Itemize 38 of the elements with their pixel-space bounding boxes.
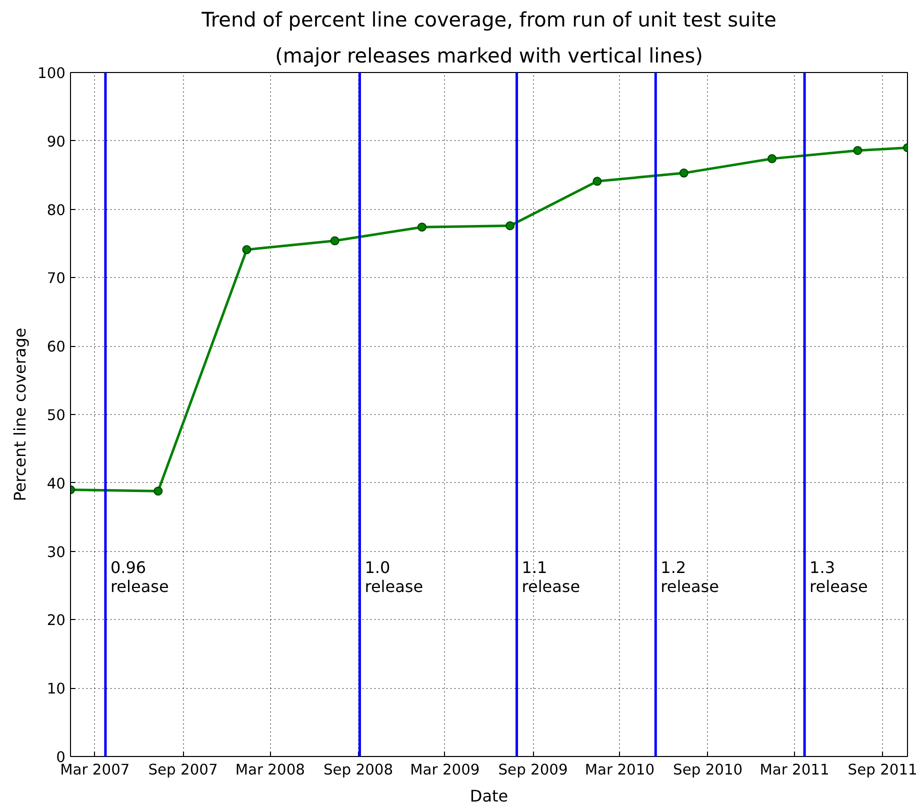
x-tick-label: Mar 2011	[760, 762, 830, 778]
x-tick-label: Sep 2010	[673, 762, 743, 778]
point	[417, 222, 426, 232]
y-axis-title: Percent line coverage	[10, 328, 30, 502]
point	[767, 154, 776, 164]
x-tick-label: Mar 2007	[60, 762, 130, 778]
point	[853, 146, 862, 155]
point	[592, 176, 602, 186]
ref-line-label: 1.3 release	[810, 558, 868, 596]
x-tick-label: Sep 2008	[323, 762, 394, 778]
ref-line-label: 0.96 release	[110, 558, 169, 596]
y-tick-label: 90	[46, 133, 66, 150]
y-tick-label: 40	[46, 475, 66, 492]
chart-subtitle: (major releases marked with vertical lines)	[275, 44, 703, 68]
y-tick-label: 30	[46, 544, 66, 561]
y-tick-label: 20	[46, 612, 66, 630]
y-tick-label: 50	[46, 407, 66, 424]
point	[330, 236, 340, 246]
y-tick-label: 80	[46, 202, 66, 219]
x-tick-label: Mar 2009	[410, 762, 480, 778]
y-tick-label: 60	[46, 338, 66, 356]
point	[679, 168, 688, 178]
x-tick-label: Sep 2009	[498, 762, 568, 778]
y-tick-label: 70	[46, 270, 66, 288]
chart-title: Trend of percent line coverage, from run of unit test suite	[200, 8, 776, 32]
y-tick-label: 10	[46, 680, 66, 698]
y-tick-label: 100	[38, 65, 66, 82]
point	[242, 245, 252, 254]
x-tick-label: Mar 2010	[584, 762, 655, 778]
x-tick-label: Mar 2008	[235, 762, 305, 778]
ref-line-label: 1.2 release	[660, 558, 719, 596]
x-axis-title: Date	[470, 786, 508, 806]
ref-line-label: 1.1 release	[522, 558, 580, 596]
ref-line-label: 1.0 release	[364, 558, 424, 596]
x-tick-label: Sep 2007	[148, 762, 218, 778]
point	[506, 221, 515, 230]
point	[154, 486, 163, 496]
x-tick-label: Sep 2011	[848, 762, 918, 778]
